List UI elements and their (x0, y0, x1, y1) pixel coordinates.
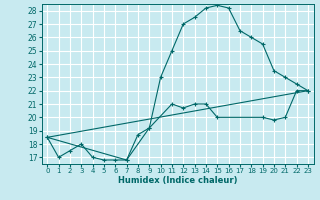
X-axis label: Humidex (Indice chaleur): Humidex (Indice chaleur) (118, 176, 237, 185)
